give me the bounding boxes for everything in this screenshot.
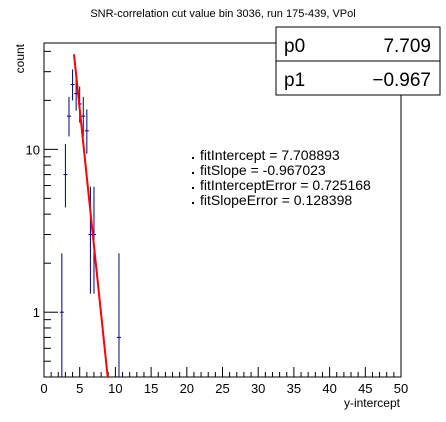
y-axis-label: count [13,43,27,73]
annotation-bullet [192,202,194,204]
annotation-fit-intercept-error: fitInterceptError = 0.725168 [200,177,371,193]
x-tick-label: 40 [322,381,336,396]
x-tick-label: 10 [108,381,122,396]
y-axis: 1 10 [26,50,58,378]
x-tick-label: 15 [144,381,158,396]
fit-annotations: fitIntercept = 7.708893 fitSlope = -0.96… [192,147,371,208]
annotation-fit-intercept: fitIntercept = 7.708893 [200,147,340,163]
x-tick-label: 20 [180,381,194,396]
stats-box: p0 7.709 p1 −0.967 [275,26,441,96]
x-tick-label: 0 [40,381,47,396]
x-tick-label: 50 [394,381,408,396]
annotation-fit-slope: fitSlope = -0.967023 [200,162,326,178]
stats-p1-name: p1 [284,70,305,91]
annotation-bullet [192,157,194,159]
x-tick-label: 35 [287,381,301,396]
annotation-fit-slope-error: fitSlopeError = 0.128398 [200,192,352,208]
y-tick-label: 10 [26,142,40,157]
fit-line [72,54,109,378]
annotation-bullet [192,187,194,189]
x-tick-label: 5 [76,381,83,396]
stats-p0-name: p0 [284,36,305,57]
stats-p1-value: −0.967 [372,70,431,91]
x-tick-label: 25 [215,381,229,396]
annotation-bullet [192,172,194,174]
x-axis-label: y-intercept [344,396,401,410]
chart-title: SNR-correlation cut value bin 3036, run … [90,8,355,20]
y-tick-label: 1 [33,305,40,320]
x-tick-label: 30 [251,381,265,396]
x-axis: 0 5 10 15 20 25 30 35 40 45 50 [40,367,408,396]
stats-p0-value: 7.709 [383,36,431,57]
x-tick-label: 45 [358,381,372,396]
data-points [59,69,121,377]
